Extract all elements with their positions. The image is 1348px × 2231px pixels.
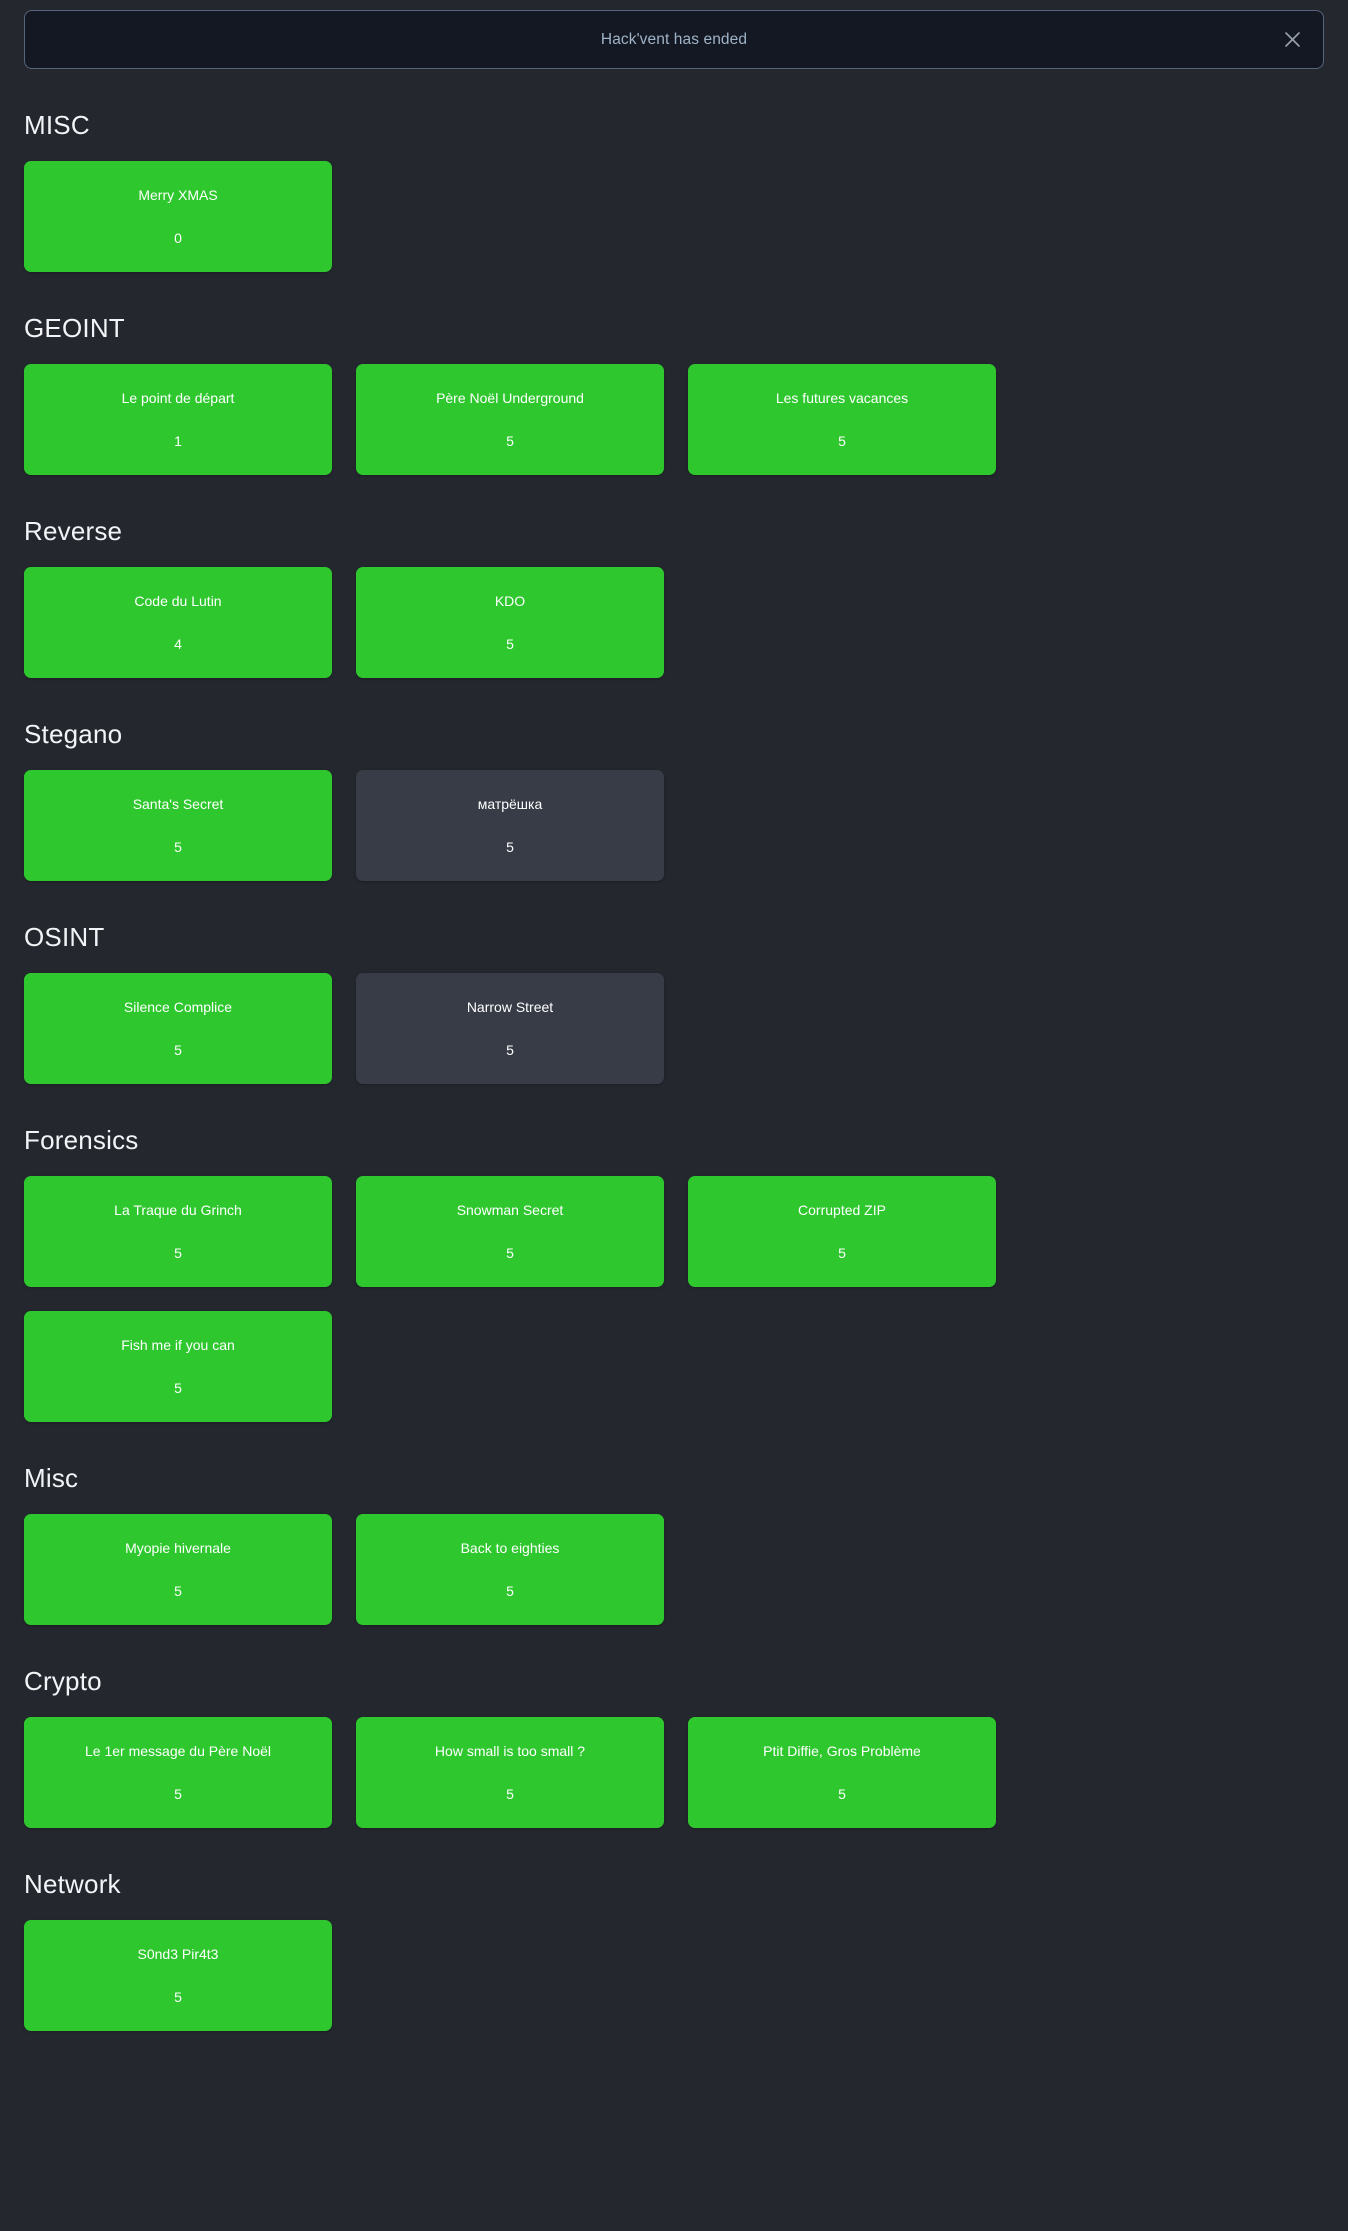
challenge-name: La Traque du Grinch	[114, 1202, 242, 1218]
challenge-card[interactable]: Le 1er message du Père Noël 5	[24, 1717, 332, 1828]
challenge-score: 5	[838, 1245, 846, 1261]
challenge-score: 5	[174, 839, 182, 855]
challenge-score: 1	[174, 433, 182, 449]
challenge-card[interactable]: Narrow Street 5	[356, 973, 664, 1084]
challenge-category-section: Crypto Le 1er message du Père Noël 5 How sm…	[0, 1625, 1348, 1828]
challenge-category-section: Stegano Santa's Secret 5 матрёшка 5	[0, 678, 1348, 881]
challenge-card-row: Silence Complice 5 Narrow Street 5	[24, 973, 1324, 1084]
challenge-name: Code du Lutin	[134, 593, 222, 609]
challenge-name: Corrupted ZIP	[798, 1202, 886, 1218]
challenge-card-row: S0nd3 Pir4t3 5	[24, 1920, 1324, 2031]
challenge-score: 5	[174, 1245, 182, 1261]
category-title: Reverse	[24, 516, 123, 546]
challenge-card[interactable]: Myopie hivernale 5	[24, 1514, 332, 1625]
challenge-card[interactable]: Ptit Diffie, Gros Problème 5	[688, 1717, 996, 1828]
category-title: Forensics	[24, 1125, 139, 1155]
challenge-score: 5	[838, 433, 846, 449]
challenge-card-row: Merry XMAS 0	[24, 161, 1324, 272]
challenge-card[interactable]: Merry XMAS 0	[24, 161, 332, 272]
challenge-name: матрёшка	[477, 796, 543, 812]
challenge-category-section: Reverse Code du Lutin 4 KDO 5	[0, 475, 1348, 678]
challenge-card[interactable]: La Traque du Grinch 5	[24, 1176, 332, 1287]
challenge-card[interactable]: Santa's Secret 5	[24, 770, 332, 881]
challenge-card-row: Le point de départ 1 Père Noël Underground…	[24, 364, 1324, 475]
challenge-score: 5	[174, 1042, 182, 1058]
challenge-name: S0nd3 Pir4t3	[137, 1946, 219, 1962]
challenge-name: Narrow Street	[466, 999, 554, 1015]
challenge-card[interactable]: Snowman Secret 5	[356, 1176, 664, 1287]
challenge-score: 5	[838, 1786, 846, 1802]
challenge-name: KDO	[494, 593, 526, 609]
challenge-card[interactable]: матрёшка 5	[356, 770, 664, 881]
challenge-score: 5	[174, 1989, 182, 2005]
category-title: MISC	[24, 110, 90, 140]
challenge-category-section: MISC Merry XMAS 0	[0, 69, 1348, 272]
challenge-card[interactable]: Fish me if you can 5	[24, 1311, 332, 1422]
challenge-sections: MISC Merry XMAS 0 GEOINT Le point de départ 1…	[0, 69, 1348, 2031]
banner-message: Hack'vent has ended	[600, 30, 748, 48]
challenge-score: 5	[506, 839, 514, 855]
challenge-score: 5	[506, 433, 514, 449]
challenge-category-section: GEOINT Le point de départ 1 Père Noël Under…	[0, 272, 1348, 475]
challenge-card[interactable]: Silence Complice 5	[24, 973, 332, 1084]
challenge-score: 5	[174, 1786, 182, 1802]
category-title: OSINT	[24, 922, 105, 952]
challenge-card-row: Code du Lutin 4 KDO 5	[24, 567, 1324, 678]
challenge-name: Merry XMAS	[138, 187, 218, 203]
category-title: GEOINT	[24, 313, 125, 343]
challenge-card-row: Santa's Secret 5 матрёшка 5	[24, 770, 1324, 881]
challenge-score: 5	[174, 1380, 182, 1396]
event-ended-banner: Hack'vent has ended	[24, 10, 1324, 69]
challenge-category-section: Misc Myopie hivernale 5 Back to eighties 5	[0, 1422, 1348, 1625]
challenge-name: Ptit Diffie, Gros Problème	[763, 1743, 921, 1759]
challenge-name: Back to eighties	[460, 1540, 560, 1556]
challenge-name: Myopie hivernale	[125, 1540, 231, 1556]
challenge-card-row: La Traque du Grinch 5 Snowman Secret 5 Corru…	[24, 1176, 1324, 1422]
challenge-card[interactable]: How small is too small ? 5	[356, 1717, 664, 1828]
challenge-card-row: Myopie hivernale 5 Back to eighties 5	[24, 1514, 1324, 1625]
challenge-card[interactable]: Back to eighties 5	[356, 1514, 664, 1625]
challenge-score: 5	[506, 636, 514, 652]
challenge-card[interactable]: Le point de départ 1	[24, 364, 332, 475]
challenge-score: 5	[506, 1245, 514, 1261]
challenge-name: Fish me if you can	[121, 1337, 235, 1353]
category-title: Network	[24, 1869, 121, 1899]
challenge-score: 5	[506, 1042, 514, 1058]
challenge-card[interactable]: Père Noël Underground 5	[356, 364, 664, 475]
challenge-card[interactable]: Corrupted ZIP 5	[688, 1176, 996, 1287]
challenge-score: 4	[174, 636, 182, 652]
challenge-score: 5	[174, 1583, 182, 1599]
challenge-category-section: Network S0nd3 Pir4t3 5	[0, 1828, 1348, 2031]
challenge-card-row: Le 1er message du Père Noël 5 How small is…	[24, 1717, 1324, 1828]
challenge-name: How small is too small ?	[434, 1743, 586, 1759]
challenge-score: 5	[506, 1583, 514, 1599]
challenge-score: 5	[506, 1786, 514, 1802]
challenge-name: Père Noël Underground	[436, 390, 584, 406]
challenge-name: Les futures vacances	[775, 390, 909, 406]
challenge-card[interactable]: S0nd3 Pir4t3 5	[24, 1920, 332, 2031]
challenge-category-section: Forensics La Traque du Grinch 5 Snowman Sec…	[0, 1084, 1348, 1422]
challenge-card[interactable]: Les futures vacances 5	[688, 364, 996, 475]
challenge-name: Le 1er message du Père Noël	[85, 1743, 271, 1759]
challenge-name: Le point de départ	[121, 390, 235, 406]
challenge-name: Snowman Secret	[456, 1202, 564, 1218]
challenge-name: Santa's Secret	[132, 796, 224, 812]
category-title: Crypto	[24, 1666, 102, 1696]
challenge-category-section: OSINT Silence Complice 5 Narrow Street 5	[0, 881, 1348, 1084]
challenge-name: Silence Complice	[123, 999, 233, 1015]
category-title: Misc	[24, 1463, 79, 1493]
challenge-card[interactable]: KDO 5	[356, 567, 664, 678]
challenge-card[interactable]: Code du Lutin 4	[24, 567, 332, 678]
category-title: Stegano	[24, 719, 123, 749]
challenge-score: 0	[174, 230, 182, 246]
close-icon[interactable]	[1279, 27, 1305, 53]
